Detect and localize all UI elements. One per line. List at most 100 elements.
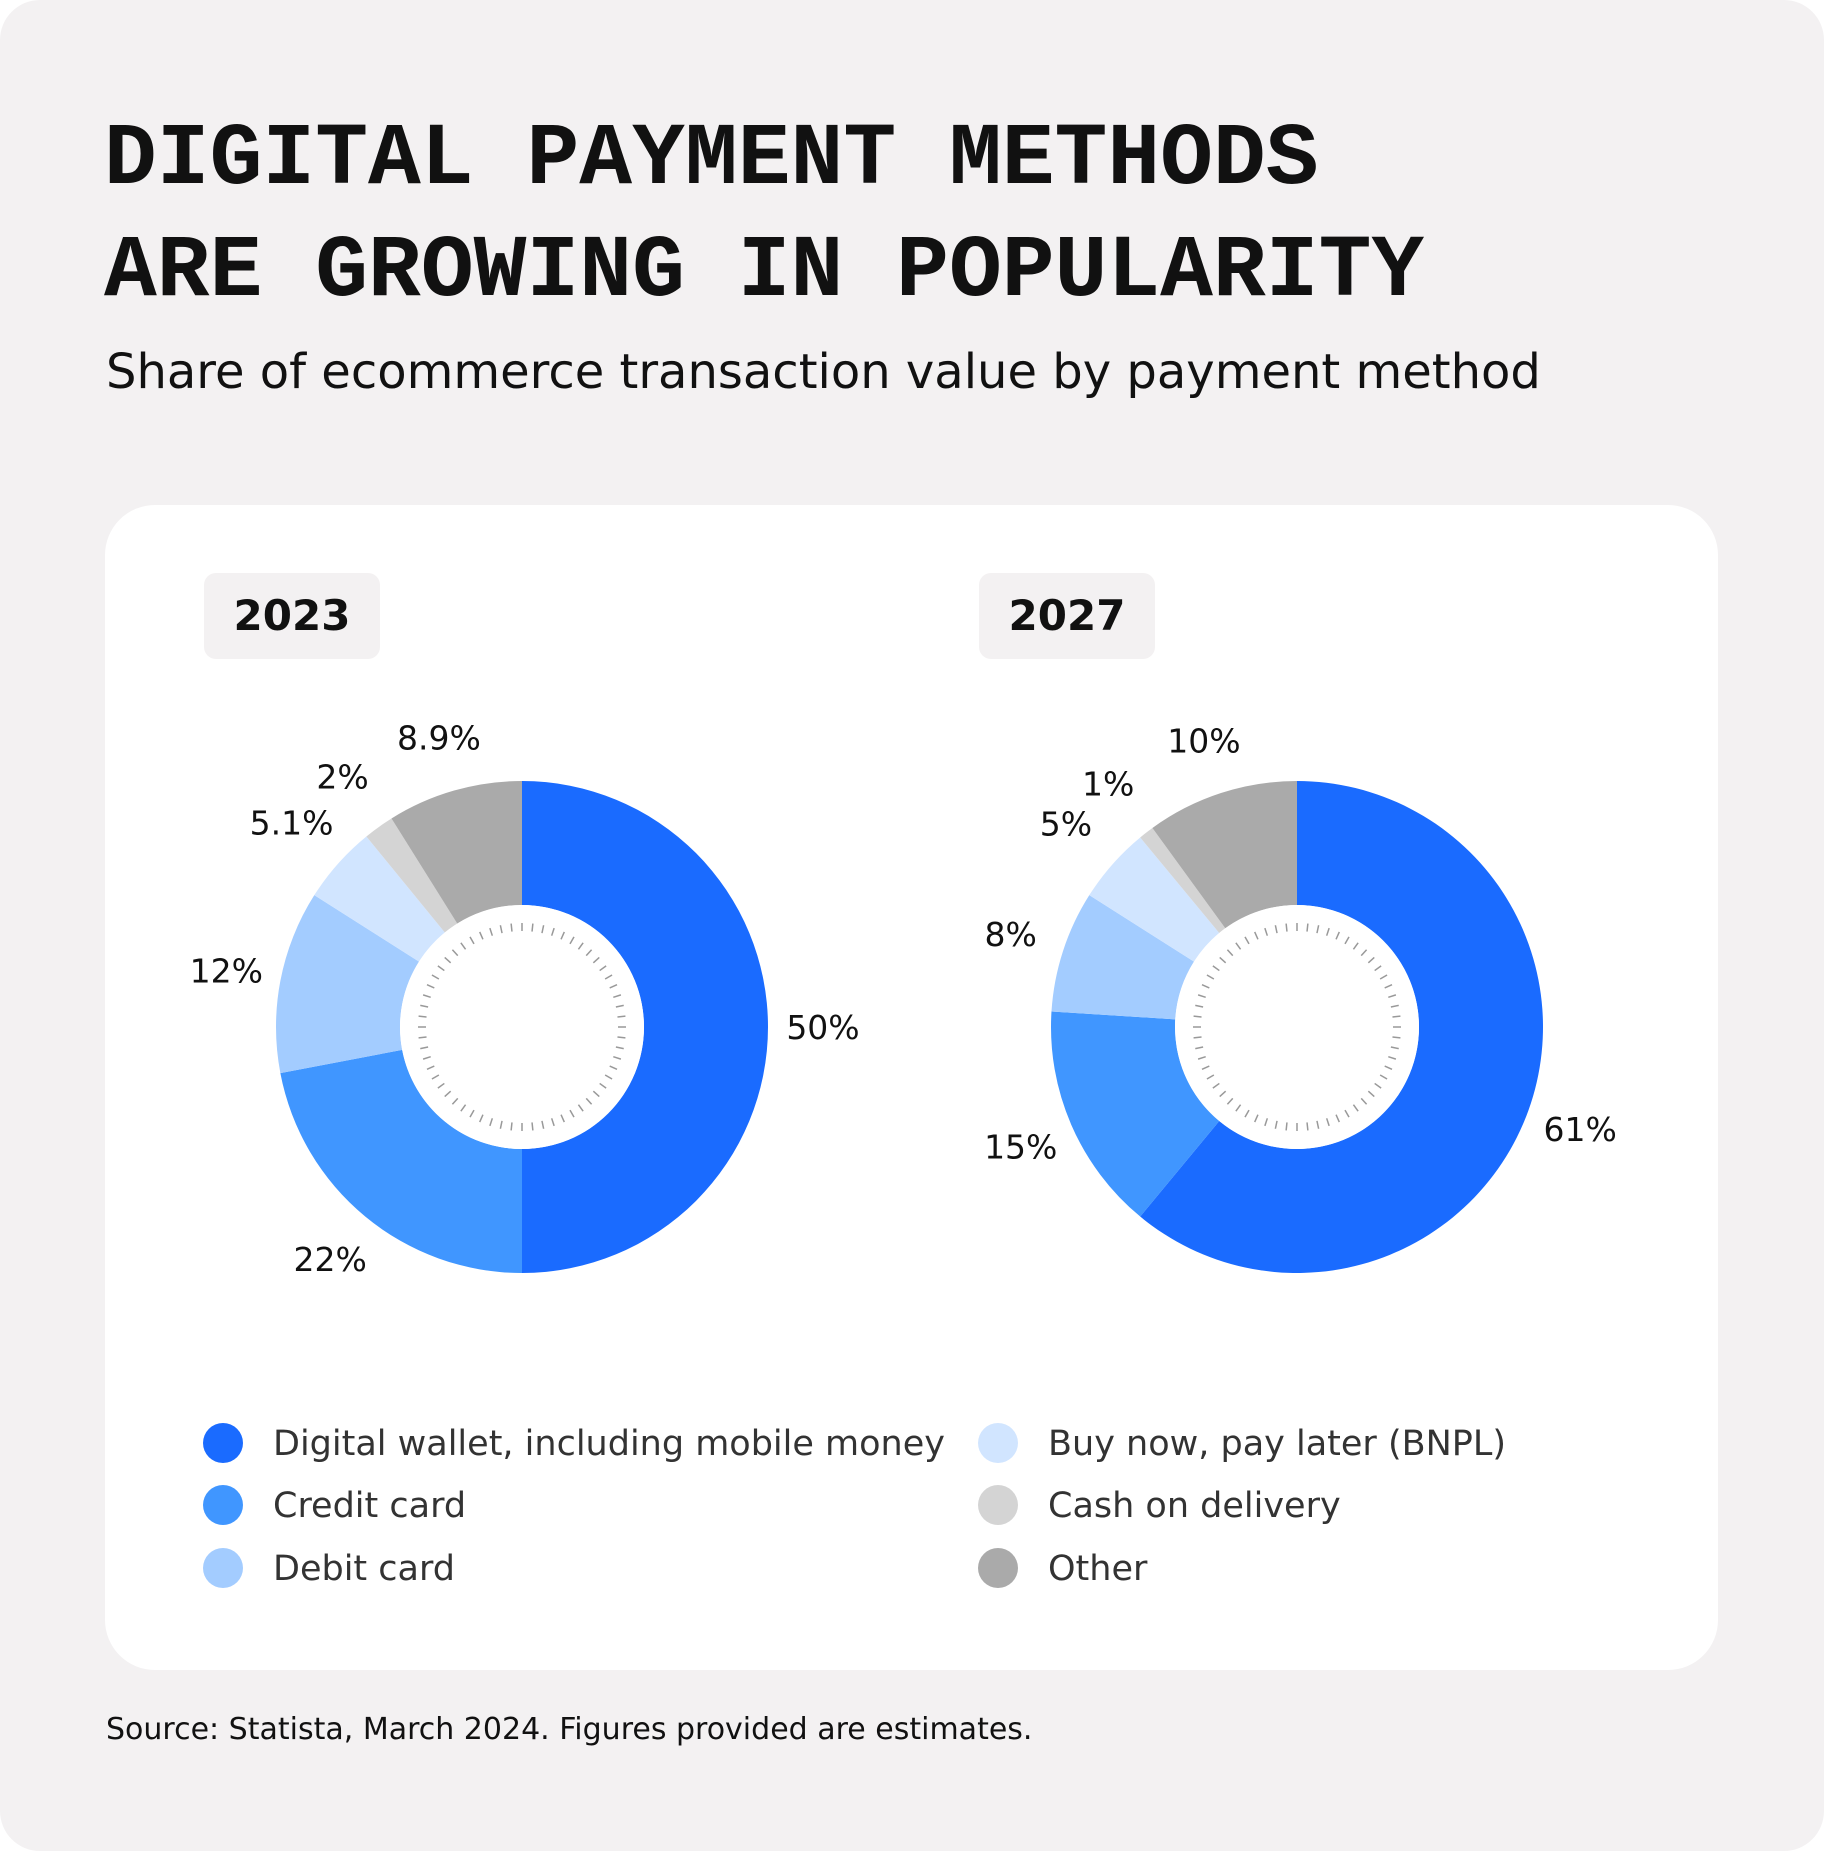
year-label: 2023 (234, 591, 351, 640)
legend-label: Buy now, pay later (BNPL) (1048, 1424, 1506, 1464)
dial-tick (444, 956, 452, 964)
year-label: 2027 (1009, 591, 1126, 640)
dial-tick (1197, 1055, 1206, 1060)
dial-tick (422, 1055, 431, 1060)
dial-tick (1392, 1015, 1401, 1018)
legend-label: Digital wallet, including mobile money (273, 1424, 945, 1464)
dial-tick (1193, 1015, 1202, 1018)
dial-tick (1367, 956, 1375, 964)
value-label: 5.1% (250, 804, 334, 843)
dial-tick (585, 1097, 593, 1105)
dial-tick (437, 965, 445, 972)
value-label: 8.9% (397, 719, 481, 758)
dial-tick (460, 942, 467, 950)
dial-tick (1335, 931, 1340, 940)
dial-tick (1206, 1074, 1215, 1080)
value-label: 61% (1544, 1110, 1617, 1149)
dial-tick (1235, 1104, 1242, 1112)
dial-tick (569, 936, 575, 945)
dial-tick (617, 1015, 626, 1018)
dial-tick (420, 1046, 429, 1050)
dial-tick (531, 1122, 534, 1131)
dial-tick (1360, 949, 1368, 957)
donut-slice (1051, 895, 1194, 1020)
donut-slice (314, 836, 445, 962)
donut-slice (1089, 837, 1220, 962)
dial-tick (426, 984, 435, 989)
value-label: 8% (985, 915, 1037, 954)
dial-tick (426, 1065, 435, 1070)
value-label: 2% (316, 758, 368, 797)
dial-tick (1201, 984, 1210, 989)
value-label: 10% (1167, 722, 1240, 761)
dial-tick (1195, 1046, 1204, 1050)
donut-slice (280, 1049, 522, 1273)
dial-tick (1360, 1097, 1368, 1105)
value-label: 22% (293, 1240, 366, 1279)
dial-tick (431, 1074, 440, 1080)
dial-tick (569, 1109, 575, 1118)
title-line: ARE GROWING IN POPULARITY (104, 223, 1424, 322)
year-badge (979, 573, 1155, 659)
donut-slice (1152, 781, 1297, 929)
dial-tick (422, 994, 431, 999)
donut-slice (1140, 827, 1226, 933)
dial-tick (1374, 1082, 1382, 1089)
dial-tick (1344, 1109, 1350, 1118)
dial-tick (1306, 923, 1309, 932)
source: Source: Statista, March 2024. Figures pr… (106, 1712, 1032, 1747)
dial-tick (604, 1074, 613, 1080)
donut-slice (366, 818, 458, 933)
dial-tick (609, 1065, 618, 1070)
dial-tick (617, 1036, 626, 1039)
dial-tick (541, 925, 545, 934)
dial-tick (510, 923, 513, 932)
dial-tick (1316, 1120, 1320, 1129)
dial-tick (1206, 974, 1215, 980)
dial-tick (1195, 1004, 1204, 1008)
dial-tick (609, 984, 618, 989)
dial-tick (510, 1122, 513, 1131)
dial-tick (1254, 1114, 1259, 1123)
dial-tick (444, 1090, 452, 1098)
dial-tick (577, 942, 584, 950)
dial-tick (1285, 1122, 1288, 1131)
dial-tick (1244, 1109, 1250, 1118)
dial-tick (560, 1114, 565, 1123)
dial-tick (599, 1082, 607, 1089)
dial-tick (531, 923, 534, 932)
value-label: 5% (1040, 804, 1092, 843)
dial-tick (1325, 1118, 1330, 1127)
donut-hole (400, 905, 644, 1149)
dial-tick (1352, 942, 1359, 950)
subtitle: Share of ecommerce transaction value by … (106, 344, 1541, 400)
dial-tick (1367, 1090, 1375, 1098)
dial-tick (479, 1114, 484, 1123)
dial-tick (1352, 1104, 1359, 1112)
dial-tick (1197, 994, 1206, 999)
donut-hole (1175, 905, 1419, 1149)
dial-tick (451, 1097, 459, 1105)
legend-label: Other (1048, 1549, 1148, 1589)
dial-tick (437, 1082, 445, 1089)
dial-tick (451, 949, 459, 957)
legend-swatch (978, 1485, 1018, 1525)
dial-tick (1226, 1097, 1234, 1105)
dial-tick (1201, 1065, 1210, 1070)
legend-swatch (203, 1548, 243, 1588)
legend-swatch (978, 1423, 1018, 1463)
donut-slice (1140, 781, 1544, 1273)
dial-tick (1325, 927, 1330, 936)
dial-tick (499, 1120, 503, 1129)
dial-tick (418, 1015, 427, 1018)
dial-tick (1212, 1082, 1220, 1089)
legend-label: Credit card (273, 1486, 466, 1526)
dial-tick (479, 931, 484, 940)
dial-tick (489, 1118, 494, 1127)
donut-slice (275, 895, 419, 1074)
legend-swatch (978, 1548, 1018, 1588)
dial-tick (1379, 974, 1388, 980)
dial-tick (1316, 925, 1320, 934)
title-line: DIGITAL PAYMENT METHODS (104, 111, 1319, 210)
dial-tick (1390, 1004, 1399, 1008)
